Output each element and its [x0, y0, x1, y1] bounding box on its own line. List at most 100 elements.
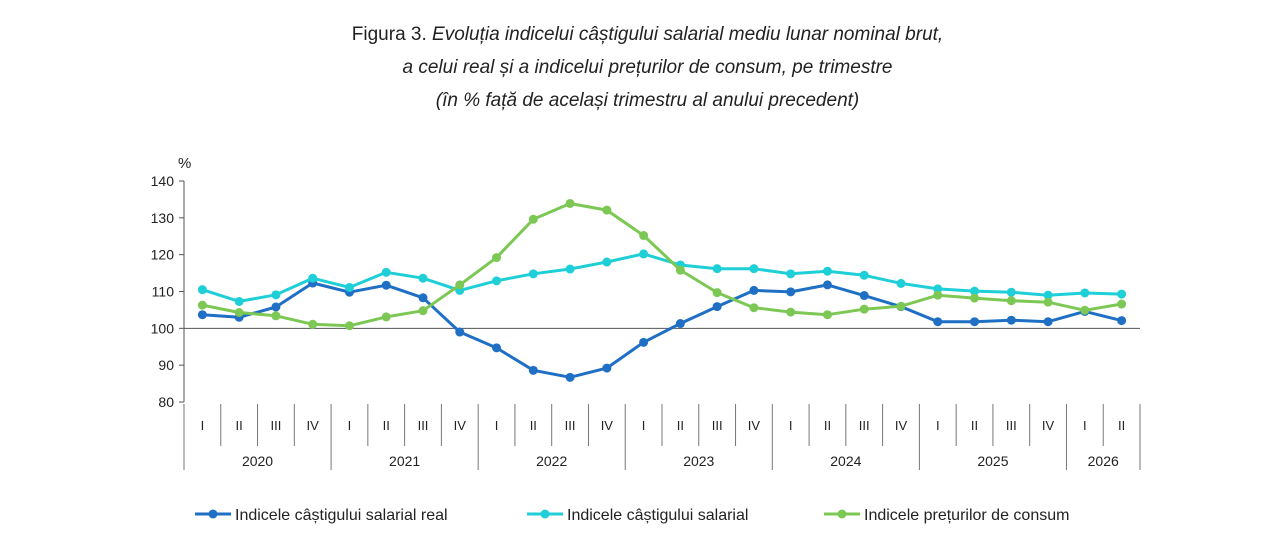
- year-label: 2023: [683, 453, 714, 469]
- legend-swatch-marker: [208, 509, 218, 519]
- series-2-point: [786, 269, 796, 279]
- series-2-point: [528, 269, 538, 279]
- series-1-point: [381, 280, 391, 290]
- series-3-point: [528, 214, 538, 224]
- series-3-point: [197, 300, 207, 310]
- title-line1-text: Evoluția indicelui câștigului salarial m…: [432, 24, 944, 45]
- series-3-point: [933, 290, 943, 300]
- series-3-point: [1043, 297, 1053, 307]
- series-1-point: [675, 319, 685, 329]
- series-3-point: [859, 304, 869, 314]
- series-2-point: [639, 249, 649, 259]
- series-1-point: [970, 317, 980, 327]
- series-1-point: [1117, 316, 1127, 326]
- quarter-label: II: [677, 418, 684, 433]
- series-1-point: [1043, 317, 1053, 327]
- quarter-label: IV: [748, 418, 761, 433]
- quarter-label: IV: [895, 418, 908, 433]
- quarter-label: IV: [1042, 418, 1055, 433]
- quarter-label: II: [383, 418, 390, 433]
- quarter-label: III: [418, 418, 429, 433]
- series-1-point: [712, 302, 722, 312]
- series-2-point: [970, 286, 980, 296]
- title-line-2: a celui real și a indicelui prețurilor d…: [402, 57, 893, 78]
- series-2-point: [492, 276, 502, 286]
- series-3-point: [712, 288, 722, 298]
- series-2-point: [308, 273, 318, 283]
- series-2-point: [1080, 288, 1090, 298]
- quarter-label: III: [565, 418, 576, 433]
- quarter-label: II: [824, 418, 831, 433]
- quarter-label: II: [530, 418, 537, 433]
- quarter-label: I: [1083, 418, 1087, 433]
- series-1-point: [749, 285, 759, 295]
- year-label: 2024: [830, 453, 861, 469]
- quarter-label: III: [271, 418, 282, 433]
- legend-label: Indicele câștigului salarial real: [235, 507, 448, 524]
- series-2-point: [749, 264, 759, 274]
- series-2-point: [565, 264, 575, 274]
- series-2-point: [234, 296, 244, 306]
- series-3-point: [418, 306, 428, 316]
- series-3-point: [381, 312, 391, 322]
- series-3-point: [308, 319, 318, 329]
- series-2-point: [271, 290, 281, 300]
- series-3-point: [492, 253, 502, 263]
- series-3-point: [1080, 305, 1090, 315]
- quarter-label: I: [348, 418, 352, 433]
- y-tick-label: 100: [151, 320, 175, 336]
- series-1-point: [565, 372, 575, 382]
- quarter-label: II: [236, 418, 243, 433]
- series-3-point: [749, 303, 759, 313]
- series-1-point: [822, 280, 832, 290]
- series-3-point: [1117, 299, 1127, 309]
- series-3-point: [786, 307, 796, 317]
- series-3-point: [896, 301, 906, 311]
- series-2-point: [822, 266, 832, 276]
- series-1-point: [602, 363, 612, 373]
- year-label: 2020: [242, 453, 273, 469]
- series-1-point: [455, 327, 465, 337]
- series-1-point: [418, 293, 428, 303]
- series-2-point: [602, 257, 612, 267]
- series-3-point: [970, 293, 980, 303]
- quarter-label: II: [1118, 418, 1125, 433]
- series-1-point: [933, 317, 943, 327]
- series-3-point: [344, 321, 354, 331]
- series-1-point: [528, 365, 538, 375]
- year-label: 2022: [536, 453, 567, 469]
- series-2-point: [896, 278, 906, 288]
- series-3-point: [1006, 296, 1016, 306]
- series-3-point: [271, 311, 281, 321]
- y-tick-label: 90: [158, 357, 174, 373]
- series-1-point: [639, 337, 649, 347]
- series-3-point: [234, 307, 244, 317]
- series-2-point: [712, 264, 722, 274]
- series-line-2: [200, 252, 1124, 303]
- legend-label: Indicele câștigului salarial: [567, 507, 748, 524]
- quarter-label: III: [859, 418, 870, 433]
- series-1-point: [859, 291, 869, 301]
- quarter-label: II: [971, 418, 978, 433]
- y-tick-label: 80: [158, 394, 174, 410]
- legend-swatch-marker: [540, 509, 550, 519]
- quarter-label: III: [712, 418, 723, 433]
- series-2-point: [1043, 290, 1053, 300]
- chart-title: Figura 3. Evoluția indicelui câștigului …: [0, 18, 1280, 117]
- quarter-label: I: [642, 418, 646, 433]
- series-2-point: [344, 282, 354, 292]
- quarter-label: I: [201, 418, 205, 433]
- quarter-label: I: [789, 418, 793, 433]
- y-tick-label: 110: [152, 284, 175, 300]
- y-tick-label: 140: [151, 173, 175, 189]
- title-line-1: Figura 3. Evoluția indicelui câștigului …: [0, 18, 1280, 51]
- series-2-point: [1006, 287, 1016, 297]
- series-3-point: [639, 231, 649, 241]
- series-2-point: [197, 285, 207, 295]
- quarter-label: I: [936, 418, 940, 433]
- series-2-point: [381, 267, 391, 277]
- title-line-3: (în % față de același trimestru al anulu…: [435, 90, 860, 111]
- y-tick-label: 130: [151, 210, 175, 226]
- series-3-point: [455, 280, 465, 290]
